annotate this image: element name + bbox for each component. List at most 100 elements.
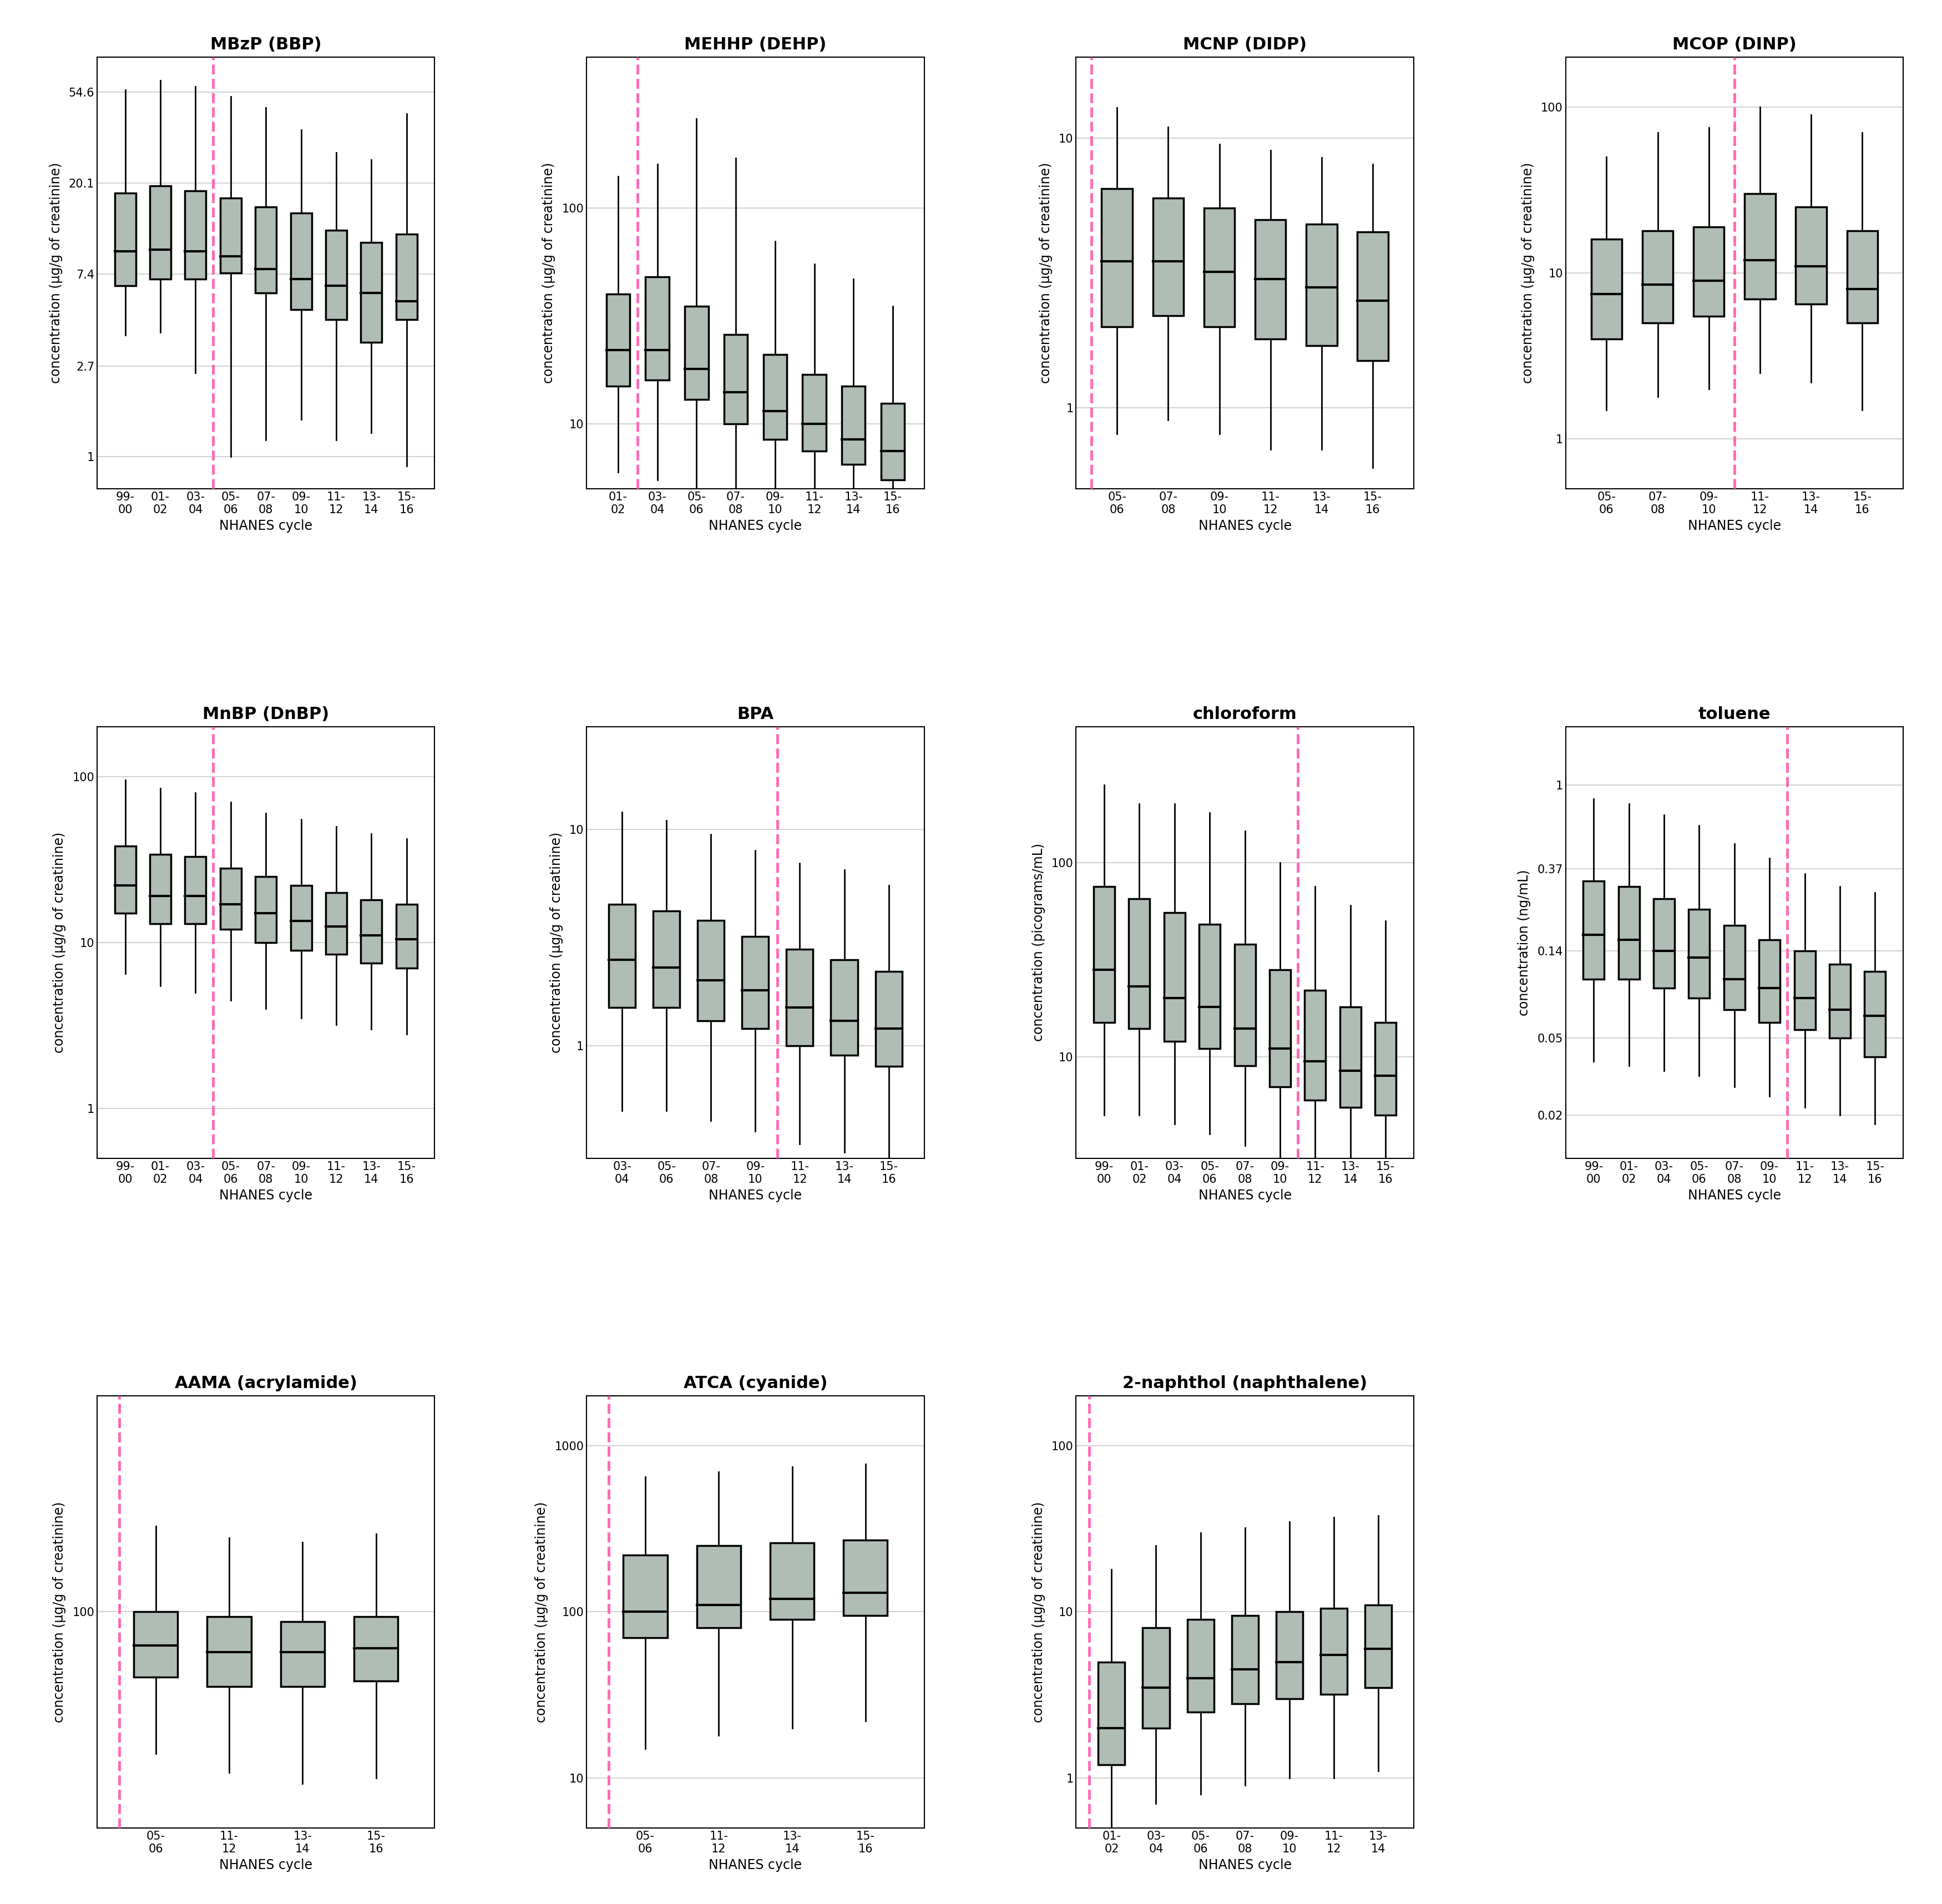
Bar bbox=[697, 920, 724, 1021]
Bar bbox=[1375, 1022, 1396, 1116]
Bar bbox=[882, 404, 905, 480]
Bar bbox=[1321, 1609, 1348, 1695]
Y-axis label: concentration (μg/g of creatinine): concentration (μg/g of creatinine) bbox=[542, 162, 555, 383]
Bar bbox=[280, 1622, 324, 1687]
Bar bbox=[1643, 230, 1672, 324]
Bar bbox=[326, 893, 348, 954]
Bar bbox=[208, 1616, 251, 1687]
Bar bbox=[1101, 188, 1132, 327]
Bar bbox=[1270, 969, 1291, 1087]
Title: AAMA (acrylamide): AAMA (acrylamide) bbox=[175, 1375, 357, 1392]
Bar bbox=[1357, 232, 1389, 360]
Y-axis label: concentration (μg/g of creatinine): concentration (μg/g of creatinine) bbox=[534, 1502, 548, 1723]
Bar bbox=[1163, 912, 1185, 1041]
Bar bbox=[219, 868, 241, 929]
Bar bbox=[831, 960, 858, 1055]
Title: MEHHP (DEHP): MEHHP (DEHP) bbox=[684, 36, 827, 53]
Bar bbox=[150, 187, 171, 280]
Title: MnBP (DnBP): MnBP (DnBP) bbox=[202, 706, 330, 722]
Bar bbox=[653, 910, 680, 1007]
Bar bbox=[1231, 1616, 1258, 1704]
Y-axis label: concentration (μg/g of creatinine): concentration (μg/g of creatinine) bbox=[1039, 162, 1053, 383]
Bar bbox=[1759, 941, 1781, 1022]
Bar bbox=[724, 335, 748, 425]
Y-axis label: concentration (μg/g of creatinine): concentration (μg/g of creatinine) bbox=[52, 1502, 66, 1723]
Bar bbox=[1724, 925, 1746, 1009]
Y-axis label: concentration (μg/g of creatinine): concentration (μg/g of creatinine) bbox=[49, 162, 62, 383]
X-axis label: NHANES cycle: NHANES cycle bbox=[1688, 1188, 1781, 1201]
Bar bbox=[1276, 1613, 1303, 1698]
Bar bbox=[697, 1546, 740, 1628]
Bar bbox=[254, 208, 276, 293]
Title: MCOP (DINP): MCOP (DINP) bbox=[1672, 36, 1796, 53]
Bar bbox=[1128, 899, 1150, 1028]
X-axis label: NHANES cycle: NHANES cycle bbox=[1198, 1858, 1291, 1872]
X-axis label: NHANES cycle: NHANES cycle bbox=[1688, 520, 1781, 533]
Bar bbox=[115, 192, 136, 286]
Bar bbox=[1340, 1007, 1361, 1108]
X-axis label: NHANES cycle: NHANES cycle bbox=[709, 1858, 802, 1872]
Bar bbox=[291, 213, 311, 310]
Bar bbox=[184, 857, 206, 923]
Bar bbox=[1142, 1628, 1169, 1729]
Bar bbox=[771, 1542, 814, 1620]
Bar bbox=[291, 885, 311, 950]
Bar bbox=[1154, 198, 1183, 316]
Bar bbox=[608, 904, 635, 1007]
Bar bbox=[326, 230, 348, 320]
Bar bbox=[254, 876, 276, 942]
Bar bbox=[787, 948, 814, 1045]
Title: toluene: toluene bbox=[1697, 706, 1771, 722]
Title: MBzP (BBP): MBzP (BBP) bbox=[210, 36, 322, 53]
Bar bbox=[841, 387, 866, 465]
X-axis label: NHANES cycle: NHANES cycle bbox=[1198, 1188, 1291, 1201]
Bar bbox=[219, 198, 241, 272]
Y-axis label: concentration (μg/g of creatinine): concentration (μg/g of creatinine) bbox=[52, 832, 66, 1053]
Title: chloroform: chloroform bbox=[1192, 706, 1297, 722]
Bar bbox=[361, 242, 383, 343]
X-axis label: NHANES cycle: NHANES cycle bbox=[219, 1858, 313, 1872]
Title: BPA: BPA bbox=[738, 706, 773, 722]
Bar bbox=[763, 354, 787, 440]
Bar bbox=[1187, 1620, 1214, 1712]
Bar bbox=[353, 1616, 398, 1681]
Title: ATCA (cyanide): ATCA (cyanide) bbox=[684, 1375, 827, 1392]
X-axis label: NHANES cycle: NHANES cycle bbox=[219, 520, 313, 533]
Bar bbox=[802, 375, 825, 451]
Bar bbox=[1204, 208, 1235, 327]
Bar bbox=[1829, 963, 1851, 1038]
Bar bbox=[1307, 225, 1336, 347]
Title: 2-naphthol (naphthalene): 2-naphthol (naphthalene) bbox=[1122, 1375, 1367, 1392]
Bar bbox=[115, 845, 136, 914]
Y-axis label: concentration (μg/g of creatinine): concentration (μg/g of creatinine) bbox=[1031, 1502, 1045, 1723]
Bar bbox=[150, 855, 171, 923]
Bar bbox=[396, 904, 418, 969]
Bar bbox=[645, 276, 670, 381]
Bar bbox=[742, 937, 769, 1028]
Bar bbox=[134, 1613, 179, 1677]
Bar bbox=[1235, 944, 1255, 1066]
Bar bbox=[1583, 882, 1604, 979]
Bar bbox=[1864, 971, 1886, 1057]
Bar bbox=[1690, 908, 1709, 998]
Bar bbox=[1255, 219, 1286, 339]
Bar bbox=[1099, 1662, 1124, 1765]
Title: MCNP (DIDP): MCNP (DIDP) bbox=[1183, 36, 1307, 53]
Bar bbox=[623, 1556, 668, 1637]
Bar bbox=[1796, 208, 1825, 305]
Bar bbox=[361, 901, 383, 963]
Y-axis label: concentration (ng/mL): concentration (ng/mL) bbox=[1517, 870, 1530, 1015]
Bar bbox=[1093, 887, 1115, 1022]
Bar bbox=[1618, 887, 1639, 979]
Bar bbox=[876, 971, 901, 1066]
Y-axis label: concentration (μg/g of creatinine): concentration (μg/g of creatinine) bbox=[1521, 162, 1534, 383]
Bar bbox=[1693, 227, 1724, 316]
Bar bbox=[1653, 899, 1674, 988]
X-axis label: NHANES cycle: NHANES cycle bbox=[709, 1188, 802, 1201]
X-axis label: NHANES cycle: NHANES cycle bbox=[219, 1188, 313, 1201]
X-axis label: NHANES cycle: NHANES cycle bbox=[1198, 520, 1291, 533]
Bar bbox=[396, 234, 418, 320]
Bar bbox=[1365, 1605, 1392, 1687]
Bar bbox=[686, 307, 709, 400]
Bar bbox=[1590, 240, 1622, 339]
